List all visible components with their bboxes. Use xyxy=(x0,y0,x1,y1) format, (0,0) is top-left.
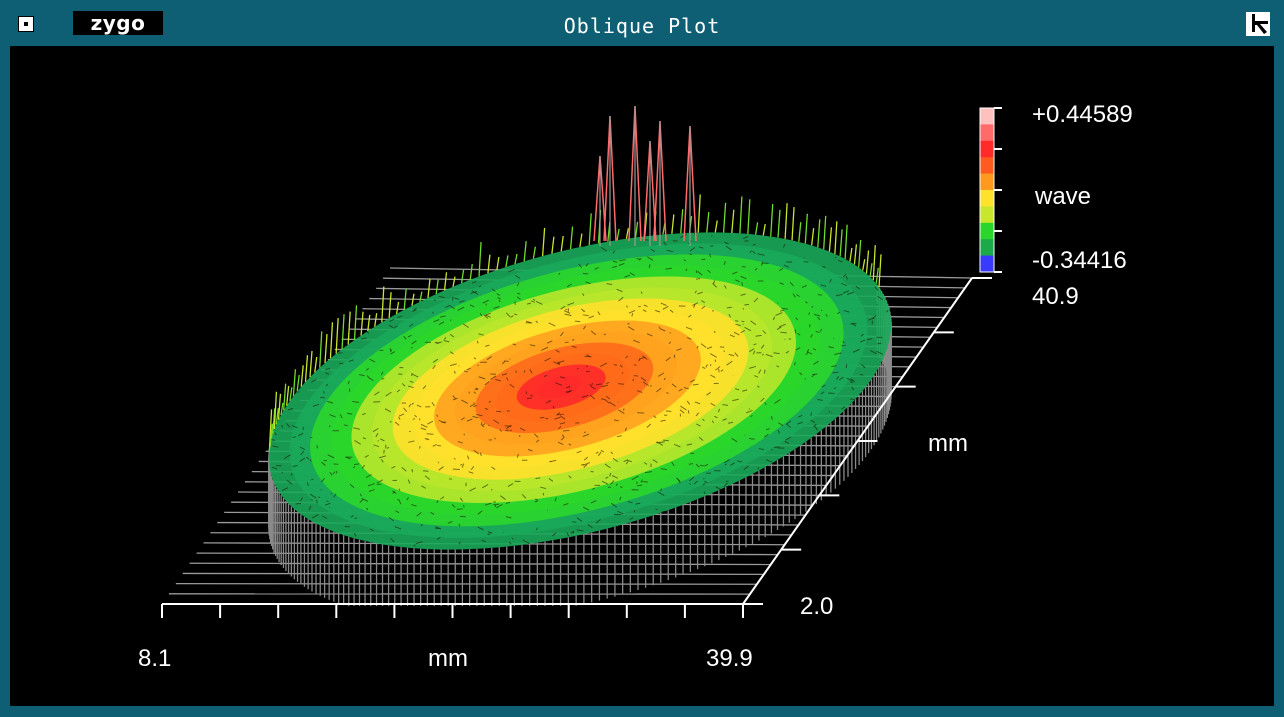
color-scale-segment xyxy=(980,239,994,257)
color-scale-segment xyxy=(980,190,994,207)
oblique-surface-plot: 8.1 mm 39.9 mm 2.0 +0.44589 wave -0.3441… xyxy=(138,101,1133,672)
color-scale-segment xyxy=(980,124,994,142)
plot-area: 8.1 mm 39.9 mm 2.0 +0.44589 wave -0.3441… xyxy=(10,46,1274,706)
y-axis: mm 2.0 xyxy=(742,277,992,620)
surface-mesh xyxy=(268,105,892,606)
color-scale-max-label: +0.44589 xyxy=(1032,101,1133,128)
color-scale-segment xyxy=(980,173,994,191)
color-scale-min-label: -0.34416 xyxy=(1032,247,1127,274)
x-axis-label: mm xyxy=(428,645,468,672)
window-title: Oblique Plot xyxy=(563,14,721,38)
x-axis-min-label: 8.1 xyxy=(138,645,171,672)
zygo-logo: zygo xyxy=(73,11,163,35)
color-scale: +0.44589 wave -0.34416 40.9 xyxy=(979,101,1133,310)
title-bar[interactable]: zygo Oblique Plot xyxy=(0,0,1284,46)
y-axis-max-label: 40.9 xyxy=(1032,283,1079,310)
color-scale-segment xyxy=(980,108,994,125)
color-scale-segment xyxy=(980,206,994,224)
resize-corner-icon[interactable] xyxy=(1246,12,1270,36)
x-axis: 8.1 mm 39.9 xyxy=(138,603,753,672)
color-scale-segment xyxy=(980,157,994,175)
color-scale-segment xyxy=(980,255,994,273)
color-scale-segment xyxy=(980,140,994,158)
x-axis-max-label: 39.9 xyxy=(706,645,753,672)
window-menu-icon[interactable] xyxy=(18,16,34,32)
color-scale-unit-label: wave xyxy=(1034,183,1091,210)
y-axis-label: mm xyxy=(928,430,968,457)
color-scale-segment xyxy=(980,222,994,240)
y-axis-min-label: 2.0 xyxy=(800,593,833,620)
